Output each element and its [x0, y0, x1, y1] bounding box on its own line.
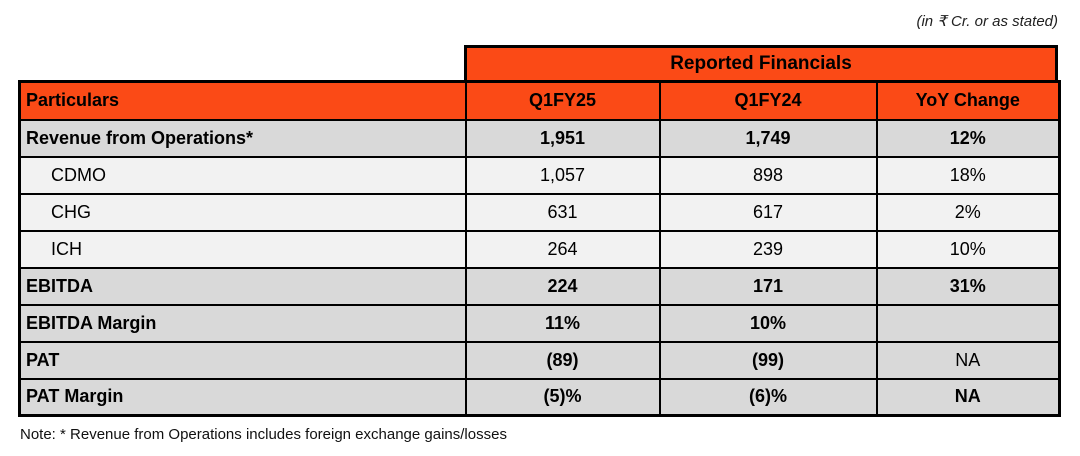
value-q1fy25: (89) — [464, 340, 661, 380]
table-row-revenue: Revenue from Operations* 1,951 1,749 12% — [18, 118, 1061, 158]
currency-unit-note: (in ₹ Cr. or as stated) — [916, 13, 1058, 30]
table-row-pat-margin: PAT Margin (5)% (6)% NA — [18, 377, 1061, 417]
value-yoy: 31% — [875, 266, 1061, 306]
value-q1fy25: 631 — [464, 192, 661, 232]
column-header-q1fy25: Q1FY25 — [464, 80, 661, 121]
column-header-yoy-change: YoY Change — [875, 80, 1061, 121]
value-yoy: 10% — [875, 229, 1061, 269]
value-yoy: 18% — [875, 155, 1061, 195]
table-row-ich: ICH 264 239 10% — [18, 229, 1061, 269]
table-row-ebitda: EBITDA 224 171 31% — [18, 266, 1061, 306]
row-label: CHG — [18, 192, 467, 232]
value-yoy — [875, 303, 1061, 343]
value-q1fy25: 1,057 — [464, 155, 661, 195]
row-label: ICH — [18, 229, 467, 269]
financials-data-table: Particulars Q1FY25 Q1FY24 YoY Change Rev… — [18, 80, 1061, 417]
row-label: CDMO — [18, 155, 467, 195]
value-yoy: NA — [875, 340, 1061, 380]
value-q1fy25: 1,951 — [464, 118, 661, 158]
value-q1fy25: 264 — [464, 229, 661, 269]
value-q1fy24: 10% — [658, 303, 878, 343]
footnote: Note: * Revenue from Operations includes… — [20, 426, 507, 443]
value-q1fy24: 1,749 — [658, 118, 878, 158]
value-q1fy24: 171 — [658, 266, 878, 306]
column-header-q1fy24: Q1FY24 — [658, 80, 878, 121]
row-label: EBITDA — [18, 266, 467, 306]
value-q1fy25: (5)% — [464, 377, 661, 417]
value-q1fy24: (6)% — [658, 377, 878, 417]
value-q1fy24: 898 — [658, 155, 878, 195]
column-header-particulars: Particulars — [18, 80, 467, 121]
value-q1fy24: (99) — [658, 340, 878, 380]
table-row-pat: PAT (89) (99) NA — [18, 340, 1061, 380]
value-q1fy25: 11% — [464, 303, 661, 343]
table-row-cdmo: CDMO 1,057 898 18% — [18, 155, 1061, 195]
table-row-chg: CHG 631 617 2% — [18, 192, 1061, 232]
value-yoy: 12% — [875, 118, 1061, 158]
column-header-row: Particulars Q1FY25 Q1FY24 YoY Change — [18, 80, 1061, 121]
row-label: Revenue from Operations* — [18, 118, 467, 158]
table-group-header: Reported Financials — [464, 45, 1058, 83]
row-label: PAT — [18, 340, 467, 380]
value-yoy: 2% — [875, 192, 1061, 232]
table-row-ebitda-margin: EBITDA Margin 11% 10% — [18, 303, 1061, 343]
row-label: PAT Margin — [18, 377, 467, 417]
value-q1fy24: 617 — [658, 192, 878, 232]
value-yoy: NA — [875, 377, 1061, 417]
row-label: EBITDA Margin — [18, 303, 467, 343]
value-q1fy25: 224 — [464, 266, 661, 306]
value-q1fy24: 239 — [658, 229, 878, 269]
